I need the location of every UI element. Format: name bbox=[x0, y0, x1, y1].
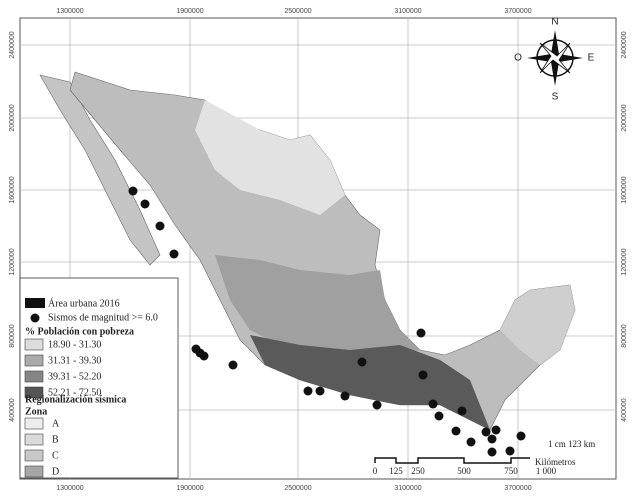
poverty-swatch bbox=[24, 370, 44, 383]
compass-west: O bbox=[514, 53, 522, 64]
legend-heading: Zona bbox=[25, 406, 47, 417]
earthquake bbox=[428, 399, 438, 409]
scale-label: 750 bbox=[504, 466, 518, 476]
poverty-swatch bbox=[24, 386, 44, 399]
earthquake bbox=[315, 386, 325, 396]
baja-california bbox=[39, 74, 161, 266]
coord-label-right: 400000 bbox=[621, 398, 628, 421]
scale-bar: 1 cm 123 km Kilómetros 0 125 250 500 750 1 00… bbox=[373, 439, 596, 476]
earthquake bbox=[340, 391, 350, 401]
earthquake bbox=[372, 400, 382, 410]
legend-label: 52.21 - 72.50 bbox=[48, 387, 101, 398]
scale-line bbox=[374, 457, 530, 464]
poverty-swatch bbox=[24, 338, 44, 351]
urban-swatch bbox=[25, 298, 45, 308]
earthquake bbox=[303, 386, 313, 396]
earthquake bbox=[466, 437, 476, 447]
coord-label-left: 1600000 bbox=[9, 176, 16, 203]
legend-box bbox=[19, 277, 179, 479]
earthquake bbox=[155, 221, 165, 231]
coord-label-left: 400000 bbox=[9, 398, 16, 421]
coord-label-top: 1900000 bbox=[176, 8, 203, 15]
zone-swatch bbox=[24, 449, 44, 462]
legend-heading: Regionalización sísmica bbox=[25, 394, 126, 405]
earthquake bbox=[357, 357, 367, 367]
earthquake bbox=[451, 426, 461, 436]
earthquake bbox=[169, 249, 179, 259]
earthquake bbox=[140, 199, 150, 209]
compass-south: S bbox=[552, 92, 559, 103]
zone-swatch bbox=[24, 417, 44, 430]
earthquake bbox=[418, 370, 428, 380]
earthquake-swatch bbox=[30, 313, 40, 323]
coord-label-top: 3100000 bbox=[394, 8, 421, 15]
coord-label-bottom: 1300000 bbox=[56, 485, 83, 492]
poverty-swatch bbox=[24, 354, 44, 367]
coord-label-left: 2400000 bbox=[9, 31, 16, 58]
scale-label: 0 bbox=[373, 466, 378, 476]
earthquake bbox=[481, 427, 491, 437]
legend-label: 39.31 - 52.20 bbox=[48, 371, 101, 382]
scale-label: 500 bbox=[457, 466, 471, 476]
legend: Área urbana 2016 Sismos de magnitud >= 6… bbox=[19, 277, 179, 479]
legend-label: Área urbana 2016 bbox=[48, 297, 120, 309]
earthquake bbox=[416, 328, 426, 338]
earthquake bbox=[228, 360, 238, 370]
zone-swatch bbox=[24, 433, 44, 446]
coord-label-top: 3700000 bbox=[504, 8, 531, 15]
north-region bbox=[195, 100, 345, 215]
legend-label: B bbox=[52, 434, 59, 445]
coord-label-left: 2000000 bbox=[9, 104, 16, 131]
earthquake bbox=[434, 411, 444, 421]
legend-label: D bbox=[52, 466, 59, 477]
zone-swatch bbox=[24, 465, 44, 478]
earthquake bbox=[128, 186, 138, 196]
earthquake bbox=[487, 434, 497, 444]
coord-label-right: 2000000 bbox=[621, 104, 628, 131]
coord-label-top: 2500000 bbox=[284, 8, 311, 15]
coord-label-top: 1300000 bbox=[56, 8, 83, 15]
yucatan bbox=[500, 285, 575, 365]
coord-label-bottom: 2500000 bbox=[284, 485, 311, 492]
compass: N E S O bbox=[514, 17, 595, 103]
scale-label: 250 bbox=[411, 466, 425, 476]
coord-label-right: 1600000 bbox=[621, 176, 628, 203]
legend-label: Sismos de magnitud >= 6.0 bbox=[48, 312, 158, 323]
earthquake bbox=[491, 425, 501, 435]
compass-rose-diagonal bbox=[539, 42, 571, 74]
coord-label-bottom: 3100000 bbox=[394, 485, 421, 492]
scale-label: 1 000 bbox=[536, 466, 557, 476]
coord-label-right: 2400000 bbox=[621, 31, 628, 58]
compass-east: E bbox=[588, 53, 595, 64]
coord-label-bottom: 1900000 bbox=[176, 485, 203, 492]
coord-label-right: 800000 bbox=[621, 324, 628, 347]
south-region bbox=[250, 335, 490, 430]
coord-label-bottom: 3700000 bbox=[504, 485, 531, 492]
coord-label-right: 1200000 bbox=[621, 248, 628, 275]
legend-label: 18.90 - 31.30 bbox=[48, 339, 101, 350]
legend-label: C bbox=[52, 450, 59, 461]
scale-unit: Kilómetros bbox=[535, 457, 576, 467]
earthquake bbox=[199, 351, 209, 361]
earthquake bbox=[487, 447, 497, 457]
legend-heading: % Población con pobreza bbox=[25, 326, 134, 337]
compass-north: N bbox=[551, 17, 558, 28]
earthquakes bbox=[128, 186, 526, 457]
scale-ratio: 1 cm 123 km bbox=[548, 439, 595, 449]
coord-label-left: 800000 bbox=[9, 324, 16, 347]
territory bbox=[39, 71, 576, 431]
earthquake bbox=[516, 431, 526, 441]
earthquake bbox=[505, 446, 515, 456]
poverty-classes: 18.90 - 31.30 31.31 - 39.30 39.31 - 52.20 5… bbox=[24, 338, 101, 399]
coord-label-left: 1200000 bbox=[9, 248, 16, 275]
center-region bbox=[215, 255, 420, 355]
legend-label: A bbox=[52, 418, 60, 429]
earthquake bbox=[457, 406, 467, 416]
legend-label: 31.31 - 39.30 bbox=[48, 355, 101, 366]
scale-label: 125 bbox=[389, 466, 403, 476]
